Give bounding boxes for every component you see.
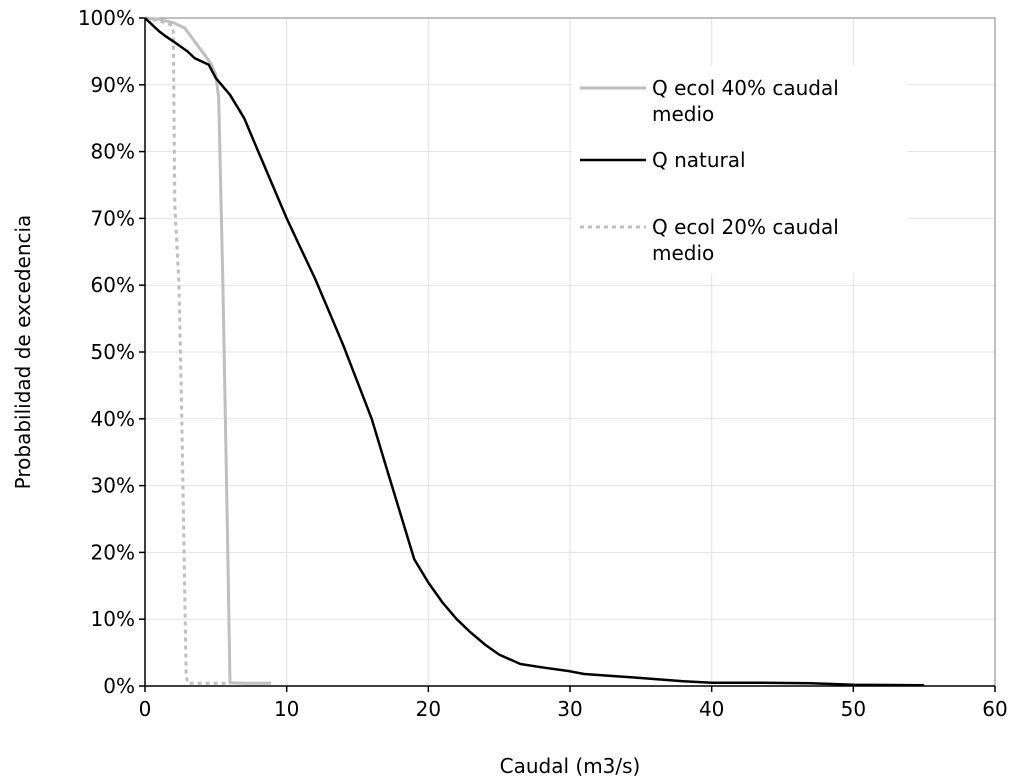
tick-labels: 0 10 20 30 40 50 60 0% 10% 20% 30% 40% 50% 60% 70% 80% 9… [78, 6, 1008, 721]
x-tick-label: 50 [841, 697, 866, 721]
x-tick-label: 10 [274, 697, 299, 721]
legend-label: Q ecol 20% caudal medio [652, 215, 839, 265]
series-line-2 [144, 16, 230, 685]
y-tick-label: 90% [91, 73, 135, 97]
x-tick-label: 20 [416, 697, 441, 721]
y-tick-label: 10% [91, 607, 135, 631]
y-tick-label: 60% [91, 273, 135, 297]
y-tick-label: 80% [91, 140, 135, 164]
y-tick-label: 70% [91, 206, 135, 230]
x-tick-label: 0 [139, 697, 152, 721]
x-tick-label: 40 [699, 697, 724, 721]
legend: Q ecol 40% caudal medio Q natural Q ecol 20… [572, 66, 907, 274]
x-tick-label: 60 [982, 697, 1007, 721]
series-line-1 [144, 17, 925, 687]
y-tick-label: 30% [91, 474, 135, 498]
series-layer [144, 16, 925, 687]
y-tick-label: 50% [91, 340, 135, 364]
y-tick-label: 20% [91, 540, 135, 564]
series-line-0 [144, 16, 272, 685]
legend-label: Q natural [652, 148, 746, 172]
x-axis-title: Caudal (m3/s) [500, 754, 641, 778]
y-tick-label: 40% [91, 407, 135, 431]
y-tick-label: 0% [103, 674, 135, 698]
x-tick-label: 30 [557, 697, 582, 721]
axes [139, 17, 996, 692]
legend-background [572, 66, 907, 274]
y-tick-label: 100% [78, 6, 135, 30]
legend-label: Q ecol 40% caudal medio [652, 76, 839, 126]
y-axis-title: Probabilidad de excedencia [11, 215, 35, 490]
